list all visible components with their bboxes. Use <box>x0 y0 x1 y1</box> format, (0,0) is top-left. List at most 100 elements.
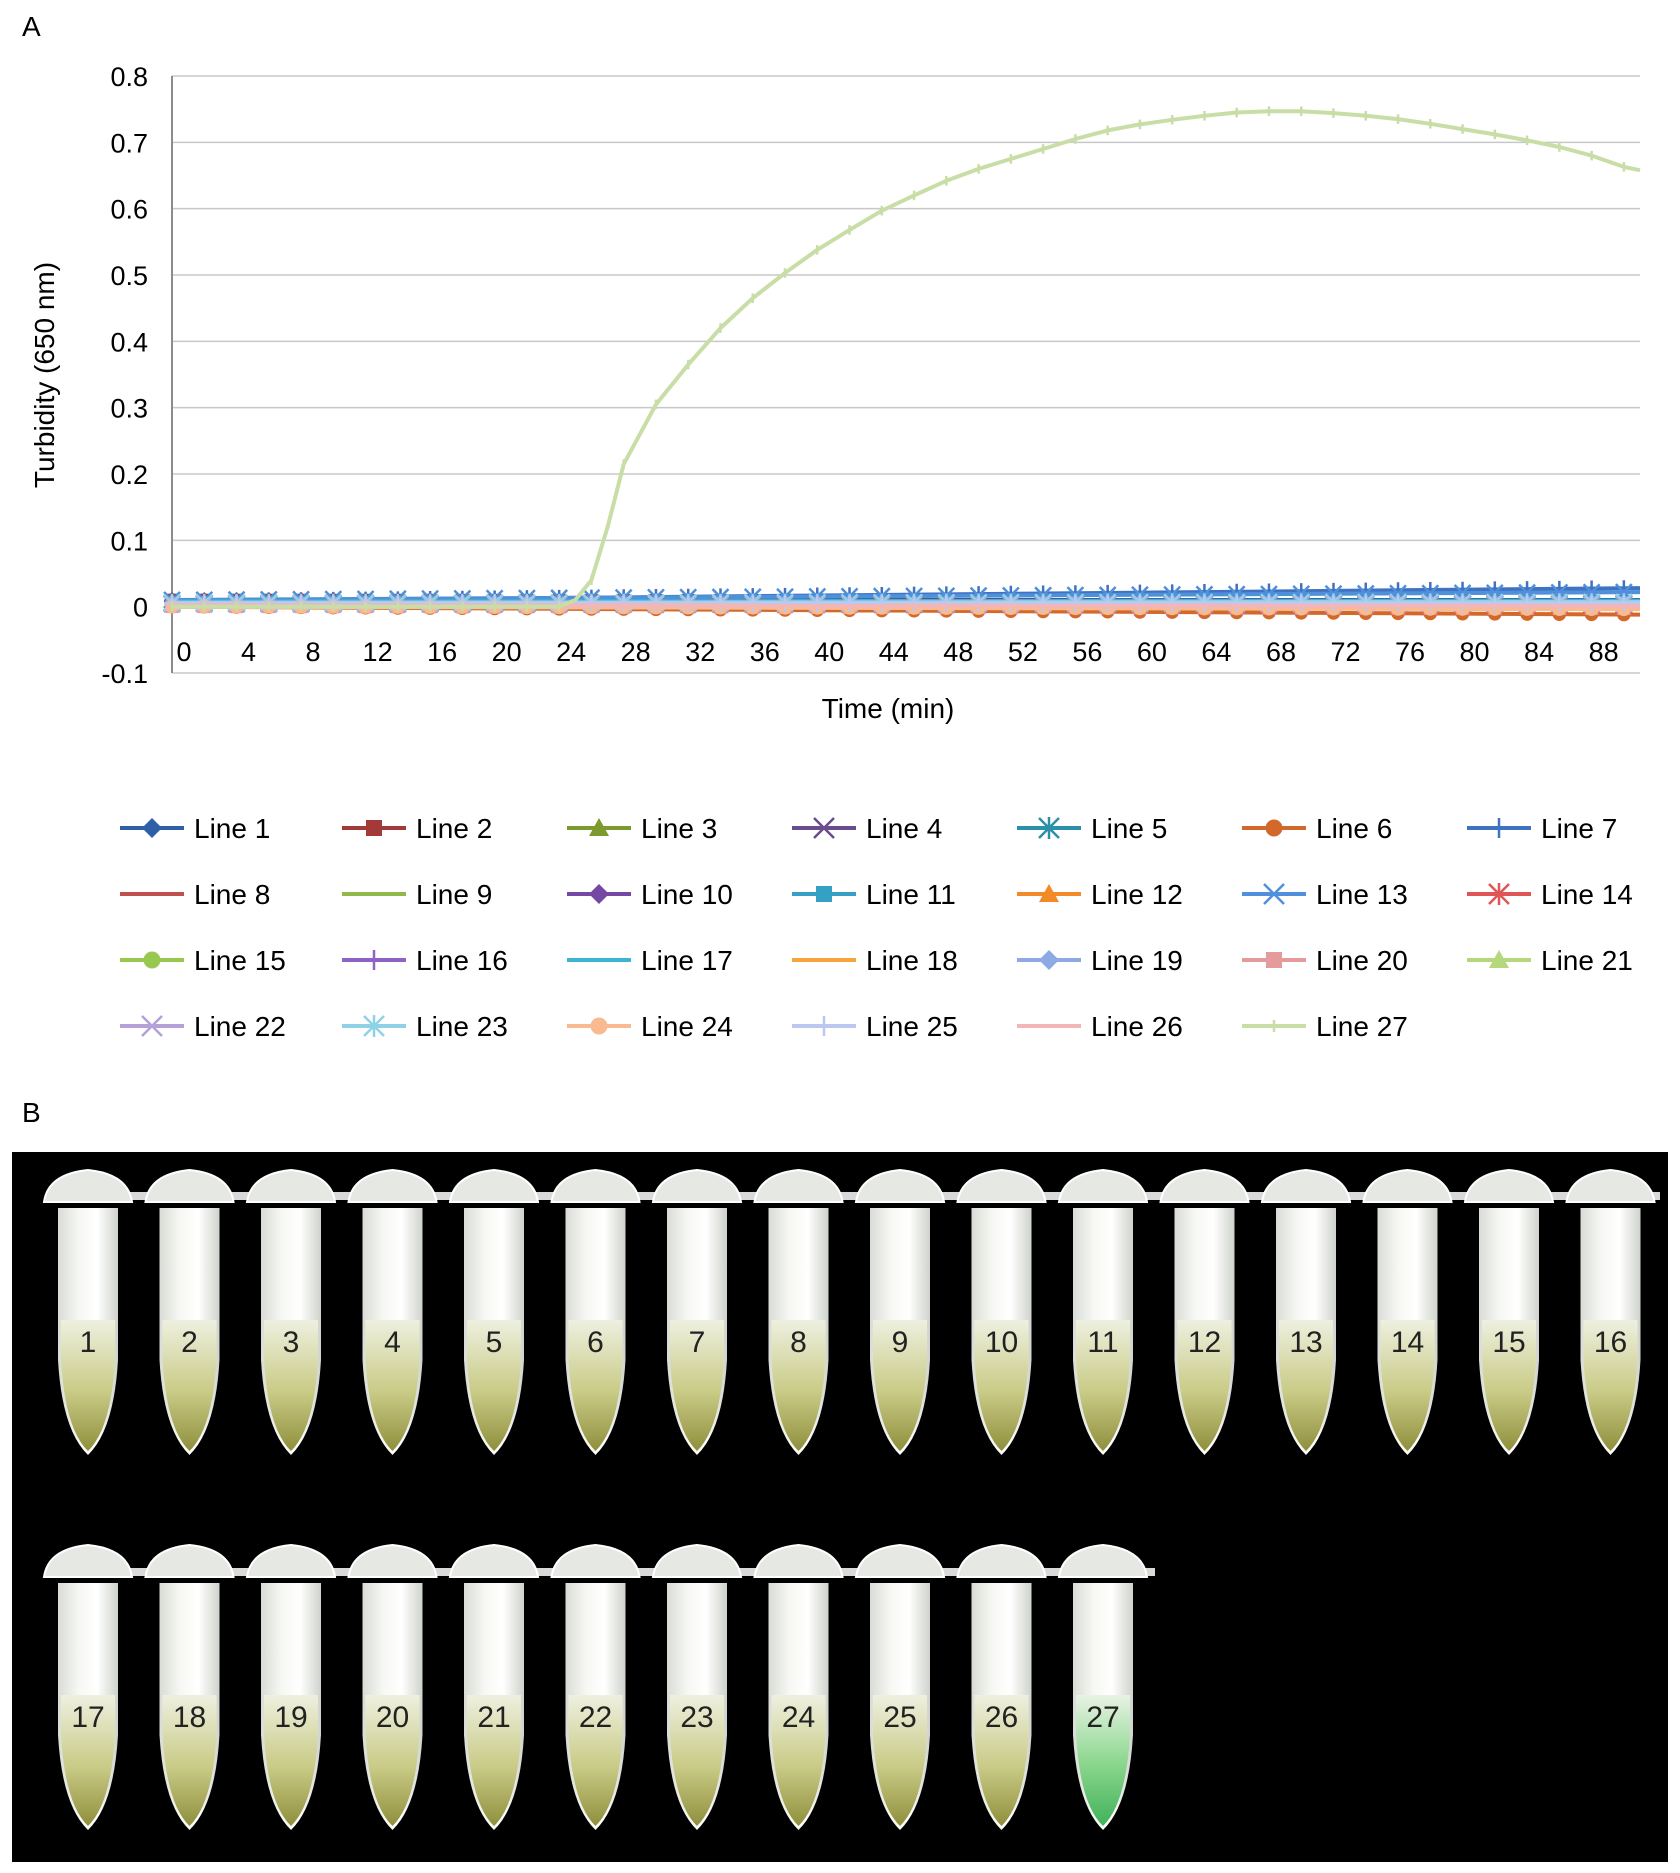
tube: 7 <box>651 1168 743 1455</box>
data-point <box>589 818 609 836</box>
legend-item: Line 11 <box>792 879 956 910</box>
tube-liquid <box>467 1320 521 1451</box>
strip-connector <box>50 1192 1660 1200</box>
tube-cap <box>550 1168 641 1203</box>
data-point <box>615 595 632 612</box>
tube-cap <box>448 1168 540 1203</box>
tube-number: 24 <box>782 1701 815 1734</box>
tube-cap <box>144 1543 235 1578</box>
data-point <box>1039 884 1059 902</box>
legend-label: Line 23 <box>416 1011 508 1042</box>
data-point <box>1260 595 1277 612</box>
tube: 27 <box>1057 1543 1149 1830</box>
x-tick-labels: 0 4 8 12 16 20 24 28 32 36 40 44 48 52 56 60 64 68 72 76 80 8… <box>176 637 1618 667</box>
legend-label: Line 27 <box>1316 1011 1408 1042</box>
tube: 15 <box>1463 1168 1555 1455</box>
tube-number: 7 <box>689 1326 706 1359</box>
legend-item: Line 2 <box>342 813 492 844</box>
panel-label-a: A <box>22 11 41 42</box>
legend-label: Line 10 <box>641 879 733 910</box>
tube-number: 25 <box>883 1701 916 1734</box>
tube-number: 23 <box>680 1701 713 1734</box>
tube-cap <box>42 1543 134 1578</box>
data-point <box>1067 595 1084 612</box>
data-point <box>1583 595 1600 612</box>
tube-cap <box>1057 1543 1149 1578</box>
data-point <box>143 951 161 969</box>
data-point <box>1266 952 1282 968</box>
y-axis-label: Turbidity (650 nm) <box>29 262 60 488</box>
x-tick-label: 8 <box>306 637 321 667</box>
tube-liquid <box>1482 1320 1536 1451</box>
tube-number: 18 <box>173 1701 206 1734</box>
tube-number: 1 <box>80 1326 97 1359</box>
data-point <box>841 595 858 612</box>
tube-liquid <box>162 1320 217 1451</box>
tube-liquid <box>1177 1320 1232 1451</box>
tube-cap <box>854 1543 946 1578</box>
tube: 24 <box>753 1543 844 1830</box>
data-point <box>1164 595 1181 612</box>
chart: 0.80.70.60.50.40.30.20.10-0.1 0 4 8 12 16 20 2… <box>29 62 1641 1042</box>
y-tick-label: 0.7 <box>110 128 148 158</box>
tube-cap <box>347 1543 438 1578</box>
tube: 26 <box>956 1543 1047 1830</box>
tube: 20 <box>347 1543 438 1830</box>
data-point <box>680 595 697 612</box>
x-tick-label: 84 <box>1524 637 1554 667</box>
data-point <box>1196 595 1213 612</box>
tube-cap <box>854 1168 946 1203</box>
y-tick-labels: 0.8 0.7 0.6 0.5 0.4 0.3 0.2 0.1 0 -0.1 <box>101 62 148 689</box>
legend-item: Line 4 <box>792 813 942 844</box>
legend-label: Line 1 <box>194 813 270 844</box>
tube-number: 14 <box>1391 1326 1424 1359</box>
legend-label: Line 12 <box>1091 879 1183 910</box>
tube-cap <box>347 1168 438 1203</box>
data-point <box>142 818 162 838</box>
tube-cap <box>1362 1168 1453 1203</box>
data-point <box>1099 595 1116 612</box>
data-point <box>1454 595 1471 612</box>
legend-item: Line 23 <box>342 1011 508 1042</box>
x-tick-label: 72 <box>1330 637 1360 667</box>
legend-item: Line 22 <box>120 1011 286 1042</box>
tube-cap <box>550 1543 641 1578</box>
x-tick-label: 68 <box>1266 637 1296 667</box>
legend: Line 1 Line 2 Line 3 Line 4 Line 5 Line 6 Line… <box>120 813 1633 1042</box>
data-point <box>1263 883 1285 905</box>
legend-item: Line 18 <box>792 945 958 976</box>
tube-liquid <box>1380 1320 1435 1451</box>
tube-cap <box>651 1543 743 1578</box>
legend-label: Line 5 <box>1091 813 1167 844</box>
tube-number: 21 <box>477 1701 510 1734</box>
tube-liquid <box>974 1695 1029 1826</box>
legend-label: Line 19 <box>1091 945 1183 976</box>
tube-cap <box>42 1168 134 1203</box>
data-point <box>366 820 382 836</box>
data-point <box>1615 595 1632 612</box>
x-tick-label: 88 <box>1589 637 1619 667</box>
data-point <box>1131 595 1148 612</box>
x-tick-label: 28 <box>621 637 651 667</box>
x-tick-label: 20 <box>492 637 522 667</box>
tube-liquid <box>162 1695 217 1826</box>
tube: 3 <box>245 1168 337 1455</box>
tube-liquid <box>1279 1320 1333 1451</box>
series-line <box>172 109 1641 609</box>
tube-cap <box>1463 1168 1555 1203</box>
legend-label: Line 21 <box>1541 945 1633 976</box>
legend-label: Line 20 <box>1316 945 1408 976</box>
legend-label: Line 15 <box>194 945 286 976</box>
tube-liquid <box>1076 1695 1130 1826</box>
tube-liquid <box>873 1695 927 1826</box>
tube: 11 <box>1057 1168 1149 1455</box>
y-tick-label: 0.2 <box>110 460 148 490</box>
tube-cap <box>1565 1168 1656 1203</box>
tube-number: 19 <box>274 1701 307 1734</box>
legend-label: Line 14 <box>1541 879 1633 910</box>
tube-number: 20 <box>376 1701 409 1734</box>
legend-item: Line 8 <box>120 879 270 910</box>
data-point <box>1551 595 1568 612</box>
tube-number: 15 <box>1492 1326 1525 1359</box>
